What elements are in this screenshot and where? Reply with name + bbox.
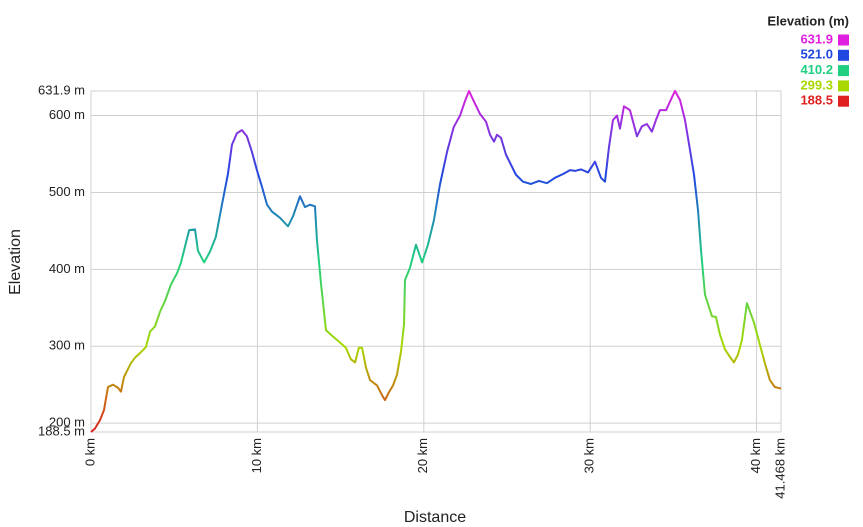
legend-label: 188.5 <box>800 93 833 108</box>
y-tick-label: 500 m <box>49 184 85 199</box>
y-tick-label: 188.5 m <box>38 423 85 438</box>
x-tick-label: 30 km <box>582 438 597 473</box>
legend-title: Elevation (m) <box>767 13 849 28</box>
x-tick-label: 40 km <box>748 438 763 473</box>
legend-label: 631.9 <box>800 31 833 46</box>
legend-swatch <box>838 65 849 77</box>
legend-label: 410.2 <box>800 62 833 77</box>
y-tick-label: 300 m <box>49 338 85 353</box>
x-tick-label: 0 km <box>82 438 97 466</box>
x-tick-label: 20 km <box>415 438 430 473</box>
y-tick-label: 200 m <box>49 415 85 430</box>
y-tick-label: 400 m <box>49 261 85 276</box>
legend-swatch <box>838 95 849 107</box>
legend-label: 299.3 <box>800 77 833 92</box>
y-tick-label: 631.9 m <box>38 82 85 97</box>
y-axis-title: Elevation <box>7 229 24 295</box>
legend-label: 521.0 <box>800 47 833 62</box>
x-tick-label: 10 km <box>249 438 264 473</box>
y-tick-label: 600 m <box>49 107 85 122</box>
x-tick-label: 41.468 km <box>772 438 787 499</box>
legend-swatch <box>838 80 849 92</box>
legend-swatch <box>838 34 849 46</box>
legend-swatch <box>838 49 849 61</box>
plot-area <box>90 90 782 433</box>
elevation-line <box>90 90 782 433</box>
x-axis-title: Distance <box>404 509 466 526</box>
